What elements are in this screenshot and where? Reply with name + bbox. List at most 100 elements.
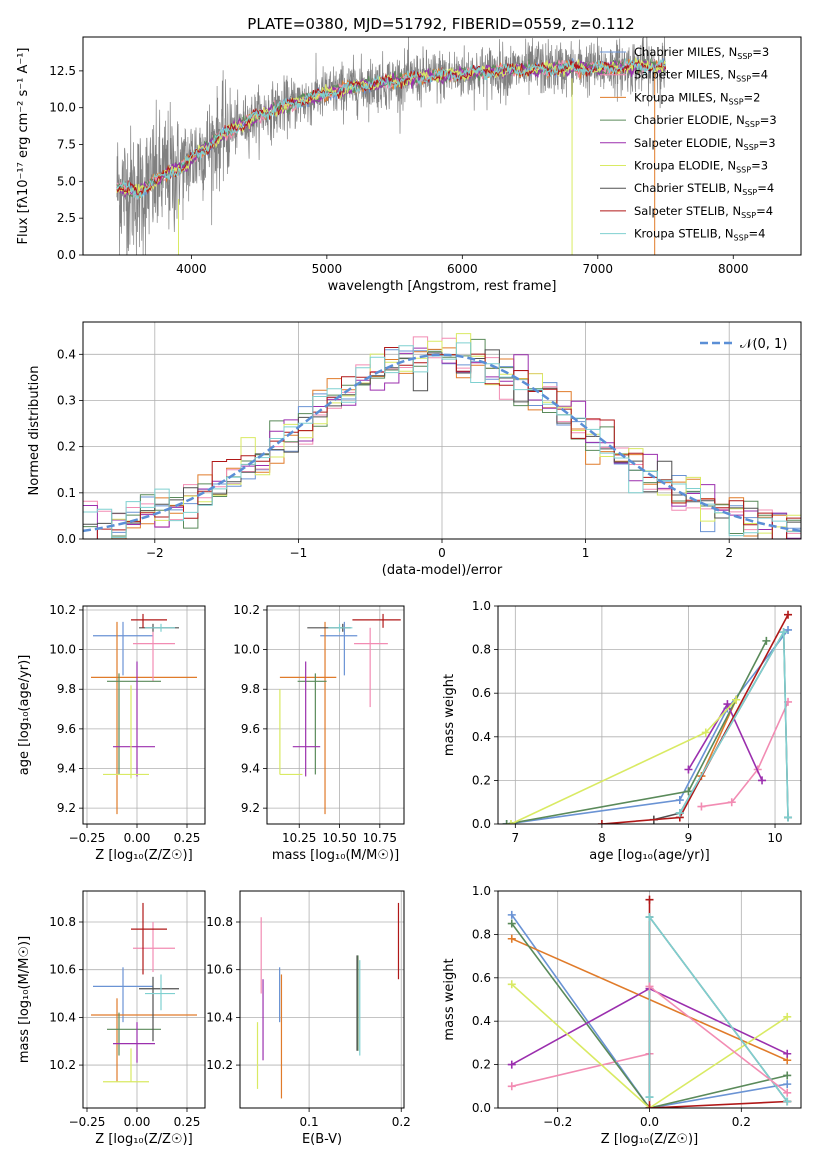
y-tick-label: 0.4 <box>472 730 491 744</box>
errorbar-point <box>93 621 153 676</box>
x-axis-label: (data-model)/error <box>382 563 503 578</box>
legend-label: Kroupa STELIB, NSSP=4 <box>634 227 765 243</box>
axes-frame <box>82 890 206 1109</box>
legend-suffix: =4 <box>751 68 768 82</box>
y-axis-label: Flux [fλ10⁻¹⁷ erg cm⁻² s⁻¹ A⁻¹] <box>16 48 31 245</box>
errorbar-point <box>107 673 161 775</box>
series-marker <box>783 1088 792 1097</box>
series-marker <box>784 610 793 619</box>
series-marker <box>507 934 516 943</box>
legend-label: Salpeter STELIB, NSSP=4 <box>634 204 773 220</box>
series-line <box>511 923 788 1108</box>
legend-suffix: =3 <box>759 136 776 150</box>
y-tick-label: 10.0 <box>49 101 76 115</box>
plot-area <box>83 322 801 539</box>
series-marker <box>784 625 793 634</box>
series-marker <box>783 1049 792 1058</box>
y-axis-label: age [log₁₀(age/yr)] <box>17 655 32 776</box>
series-marker <box>783 1071 792 1080</box>
y-tick-label: 0.0 <box>472 817 491 831</box>
x-tick-label: −2 <box>146 546 164 560</box>
axes-frame <box>82 605 206 825</box>
series-marker <box>645 1104 654 1108</box>
x-tick-label: 0.25 <box>174 1115 201 1129</box>
series-marker <box>597 820 606 824</box>
x-tick-label: 8 <box>598 831 606 845</box>
x-tick-label: 0.2 <box>732 1115 751 1129</box>
errorbar-point <box>113 661 155 777</box>
errorbar-point <box>113 1022 155 1063</box>
series-line <box>506 629 789 824</box>
y-tick-label: 0.6 <box>472 686 491 700</box>
y-tick-label: 10.8 <box>206 915 233 929</box>
axes-frame <box>239 890 405 1109</box>
errorbar-point <box>145 623 175 632</box>
histogram-step <box>83 347 801 539</box>
series-marker <box>684 787 693 796</box>
y-tick-label: 0.2 <box>57 440 76 454</box>
errorbar-point <box>279 689 303 776</box>
x-tick-label: 0.2 <box>392 1115 411 1129</box>
series-marker <box>645 895 654 904</box>
series-marker <box>758 776 767 785</box>
errorbar-point <box>145 974 175 1011</box>
x-axis-label: mass [log₁₀(M/M☉)] <box>272 848 399 863</box>
legend-suffix: =4 <box>756 204 773 218</box>
series-marker <box>701 728 710 737</box>
panel-mass-vs-Z: −0.25 0.00 0.25 10.2 10.4 10.6 10.8 Z [log₁₀(Z/… <box>17 890 206 1147</box>
series-marker <box>732 695 741 704</box>
plot-area <box>116 37 666 255</box>
series-marker <box>783 1012 792 1021</box>
y-tick-label: 10.4 <box>206 1010 233 1024</box>
panel-age-vs-mass: 10.25 10.50 10.75 9.2 9.4 9.6 9.8 10.0 10.2 mass … <box>233 603 405 863</box>
y-tick-label: 0.0 <box>57 532 76 546</box>
legend-suffix: =4 <box>749 227 766 241</box>
y-tick-label: 1.0 <box>472 884 491 898</box>
legend-subscript: SSP <box>734 234 749 243</box>
x-tick-label: 0.00 <box>124 831 151 845</box>
axes-frame <box>82 36 802 256</box>
x-tick-label: 7000 <box>583 262 614 276</box>
y-tick-label: 10.6 <box>49 963 76 977</box>
series-marker <box>675 809 684 818</box>
legend-subscript: SSP <box>737 52 752 61</box>
legend-suffix: =3 <box>760 113 777 127</box>
x-tick-label: 1 <box>582 546 590 560</box>
y-tick-label: 0.8 <box>472 927 491 941</box>
plot-area <box>267 606 404 824</box>
legend-subscript: SSP <box>745 120 760 129</box>
series-marker <box>697 802 706 811</box>
errorbar-point <box>320 621 358 676</box>
x-axis-label: Z [log₁₀(Z/Z☉)] <box>95 1132 192 1147</box>
y-axis-label: mass [log₁₀(M/M☉)] <box>17 936 32 1063</box>
plot-area <box>83 891 205 1108</box>
x-axis-label: Z [log₁₀(Z/Z☉)] <box>601 1132 698 1147</box>
x-tick-label: 10.75 <box>363 831 397 845</box>
x-tick-label: −0.25 <box>69 1115 106 1129</box>
series-marker <box>645 913 654 922</box>
figure-title: PLATE=0380, MJD=51792, FIBERID=0559, z=0… <box>247 15 634 33</box>
series-line <box>511 983 788 1108</box>
normal-curve <box>83 353 801 533</box>
y-axis-label: mass weight <box>442 958 457 1040</box>
axes-frame <box>266 605 405 825</box>
y-axis-label: Normed distribution <box>27 366 42 496</box>
y-tick-label: 10.6 <box>206 963 233 977</box>
errorbar-point <box>131 613 167 628</box>
series-marker <box>779 628 788 637</box>
y-tick-label: 9.8 <box>241 682 260 696</box>
x-axis-label: E(B-V) <box>302 1132 342 1147</box>
errorbar-point <box>133 631 175 682</box>
errorbar-point <box>103 685 149 779</box>
series-line <box>701 701 789 808</box>
errorbar-point <box>328 623 353 632</box>
legend-suffix: =4 <box>757 181 774 195</box>
errorbar-point <box>354 627 388 708</box>
legend-subscript: SSP <box>741 211 756 220</box>
y-tick-label: 5.0 <box>57 174 76 188</box>
errorbar-point <box>352 613 401 628</box>
series-marker <box>507 910 516 919</box>
series-marker <box>645 982 654 991</box>
legend-suffix: =2 <box>744 90 761 104</box>
x-tick-label: 5000 <box>312 262 343 276</box>
